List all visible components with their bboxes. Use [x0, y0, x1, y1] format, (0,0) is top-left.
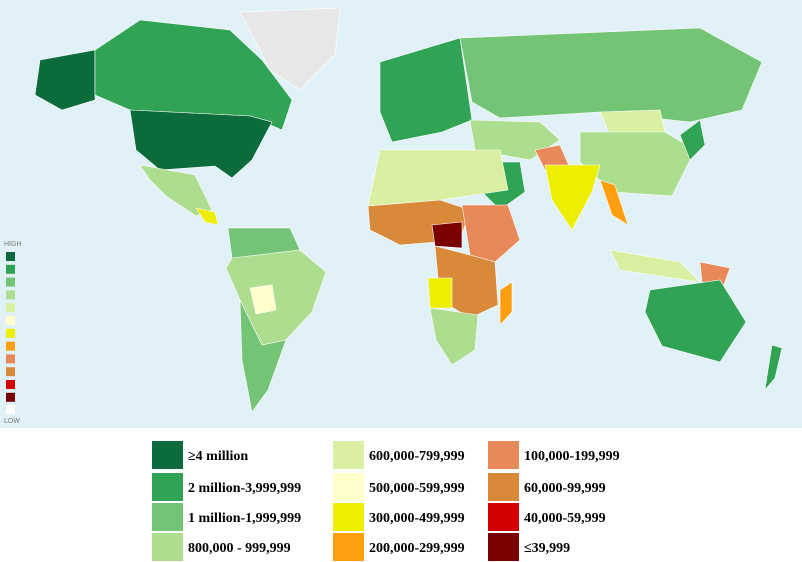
new-zealand: [764, 344, 783, 392]
legend-swatch: [488, 503, 519, 531]
japan: [679, 119, 706, 161]
greenland: [239, 7, 341, 91]
legend-label: ≤39,999: [524, 541, 570, 556]
india: [544, 164, 601, 231]
legend-swatch: [333, 473, 364, 501]
legend-label: 500,000-599,999: [369, 481, 465, 496]
southern-africa: [429, 307, 479, 366]
legend-swatch: [152, 441, 183, 469]
southeast-asia: [599, 179, 629, 226]
bolivia: [249, 284, 277, 315]
legend-swatch: [333, 533, 364, 561]
russia: [459, 27, 763, 123]
canada: [94, 19, 293, 131]
legend-swatch: [333, 441, 364, 469]
legend: ≥4 million 2 million-3,999,999 1 million-1…: [152, 441, 620, 561]
legend-label: 600,000-799,999: [369, 449, 465, 464]
scale-high: HIGH: [4, 241, 22, 248]
australia: [644, 279, 747, 363]
legend-label: 1 million-1,999,999: [188, 511, 301, 526]
scale-swatch: [6, 252, 15, 261]
legend-swatch: [488, 473, 519, 501]
usa: [129, 109, 273, 179]
mexico: [139, 164, 213, 217]
scale-low: LOW: [4, 418, 20, 425]
north-africa: [367, 149, 509, 207]
china: [579, 131, 696, 197]
central-africa: [431, 221, 463, 249]
scale-swatch: [6, 341, 15, 351]
scale-swatch: [6, 354, 15, 364]
scale-swatch: [6, 303, 15, 313]
color-scale: HIGH LOW: [4, 241, 22, 425]
angola: [427, 277, 453, 309]
legend-swatch: [152, 533, 183, 561]
alaska: [34, 49, 96, 111]
legend-label: 300,000-499,999: [369, 511, 465, 526]
scale-swatch: [6, 328, 15, 338]
legend-swatch: [488, 533, 519, 561]
scale-swatch: [6, 392, 15, 402]
scale-swatch: [6, 316, 15, 325]
scale-swatch: [6, 367, 15, 377]
legend-swatch: [152, 503, 183, 531]
legend-swatch: [152, 473, 183, 501]
central-america: [195, 207, 219, 226]
southern-cone: [239, 299, 287, 413]
legend-label: 2 million-3,999,999: [188, 481, 301, 496]
scale-swatch: [6, 405, 15, 414]
scale-swatch: [6, 264, 15, 274]
legend-label: 200,000-299,999: [369, 541, 465, 556]
indonesia: [609, 249, 701, 283]
scale-swatch: [6, 380, 15, 389]
legend-label: 100,000-199,999: [524, 449, 620, 464]
legend-label: 800,000 - 999,999: [188, 541, 291, 556]
east-africa: [461, 204, 521, 263]
scale-swatch: [6, 277, 15, 287]
legend-swatch: [333, 503, 364, 531]
scale-swatch: [6, 290, 15, 300]
map: [0, 0, 802, 428]
legend-label: 60,000-99,999: [524, 481, 606, 496]
legend-label: 40,000-59,999: [524, 511, 606, 526]
legend-swatch: [488, 441, 519, 469]
madagascar: [499, 281, 513, 326]
mongolia: [599, 109, 666, 136]
legend-label: ≥4 million: [188, 449, 248, 464]
